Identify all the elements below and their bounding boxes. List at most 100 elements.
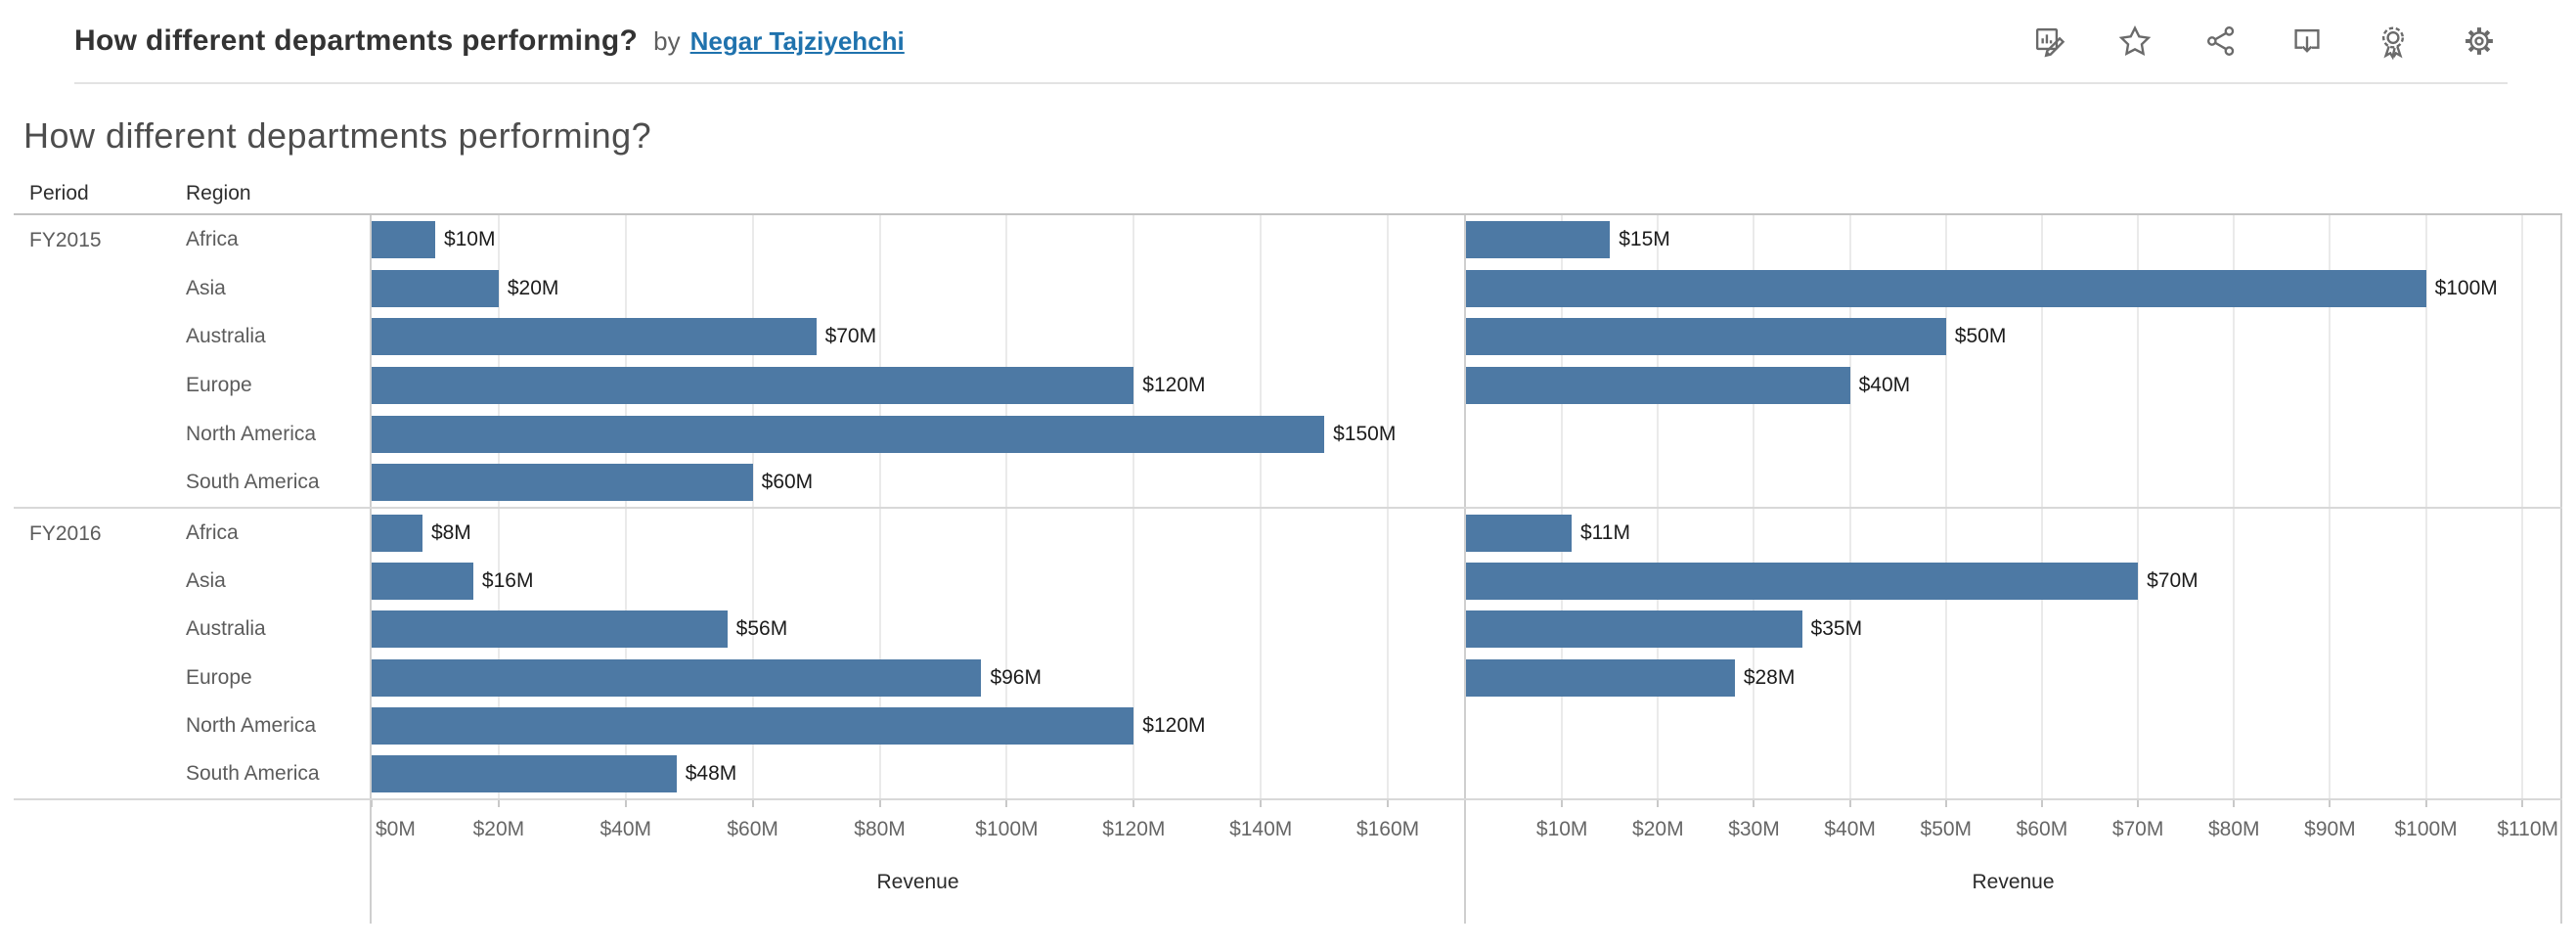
bar-row	[1466, 750, 2560, 798]
revenue-bar[interactable]	[372, 706, 1134, 745]
bar-row: $10M	[372, 215, 1464, 264]
download-button[interactable]	[2288, 22, 2326, 61]
region-label[interactable]: North America	[186, 422, 317, 445]
edit-viz-button[interactable]	[2030, 22, 2067, 61]
favorite-star-icon	[2116, 23, 2154, 60]
gridline	[1753, 215, 1755, 507]
award-button[interactable]	[2375, 22, 2412, 61]
axis-tick-label: $10M	[1535, 818, 1588, 840]
tick-mark	[1260, 800, 1263, 807]
revenue-bar[interactable]	[372, 366, 1134, 404]
tick-mark	[1753, 800, 1755, 807]
axis-row: $0M $20M $40M $60M $80M $100M $120M $140M $160M R…	[14, 798, 2562, 924]
bar-row: $48M	[372, 750, 1464, 798]
region-label[interactable]: Africa	[186, 520, 239, 544]
axis-tick-label: $140M	[1229, 818, 1293, 840]
revenue-bar[interactable]	[372, 415, 1325, 453]
region-label[interactable]: Australia	[186, 325, 266, 348]
gridline	[1848, 215, 1851, 507]
region-label[interactable]: Australia	[186, 617, 266, 641]
tick-mark	[371, 800, 373, 807]
bar-value-label: $28M	[1743, 665, 1796, 689]
download-icon	[2288, 23, 2326, 60]
region-label[interactable]: South America	[186, 762, 320, 786]
gridline	[1260, 215, 1263, 507]
revenue-bar[interactable]	[1466, 318, 1946, 356]
gridline	[1260, 509, 1263, 798]
bar-value-label: $120M	[1142, 713, 1206, 737]
gridline	[1848, 509, 1851, 798]
revenue-bar[interactable]	[372, 464, 753, 502]
region-labels: Africa Asia Australia Europe North America So…	[186, 215, 370, 507]
gridline	[1133, 509, 1135, 798]
period-label[interactable]: FY2015	[29, 229, 102, 251]
region-label[interactable]: North America	[186, 713, 317, 737]
bar-value-label: $150M	[1333, 422, 1397, 445]
bar-row: $40M	[1466, 361, 2560, 410]
revenue-bar[interactable]	[1466, 658, 1735, 697]
bar-row	[1466, 458, 2560, 507]
revenue-bar[interactable]	[372, 658, 982, 697]
period-label[interactable]: FY2016	[29, 522, 102, 545]
viz-toolbar	[2030, 22, 2498, 61]
region-label[interactable]: Europe	[186, 665, 252, 689]
share-button[interactable]	[2202, 22, 2240, 61]
gridline	[1657, 509, 1660, 798]
tick-mark	[2137, 800, 2140, 807]
gridline	[1657, 215, 1660, 507]
revenue-bar[interactable]	[372, 562, 473, 600]
bar-row: $28M	[1466, 654, 2560, 701]
tick-mark	[2520, 800, 2523, 807]
gridline	[1561, 509, 1564, 798]
revenue-bar[interactable]	[1466, 562, 2139, 600]
revenue-bar[interactable]	[372, 318, 817, 356]
gridline	[2040, 509, 2043, 798]
tick-mark	[2424, 800, 2427, 807]
gridline	[878, 509, 881, 798]
revenue-bar[interactable]	[372, 755, 677, 793]
axis-tick-label: $110M	[2497, 818, 2558, 840]
axis-tick-label: $90M	[2304, 818, 2356, 840]
region-label[interactable]: Asia	[186, 276, 226, 299]
author-link[interactable]: Negar Tajziyehchi	[689, 25, 905, 56]
revenue-bar[interactable]	[372, 610, 728, 649]
revenue-bar[interactable]	[372, 514, 422, 552]
settings-button[interactable]	[2461, 22, 2498, 61]
tick-mark	[1657, 800, 1660, 807]
axis-tick-label: $40M	[1824, 818, 1876, 840]
axis-right: $10M $20M $30M $40M $50M $60M $70M $80M $90M $100…	[1464, 800, 2562, 924]
bar-value-label: $35M	[1810, 617, 1863, 641]
region-label[interactable]: South America	[186, 471, 320, 494]
gridline	[1005, 215, 1008, 507]
revenue-bar[interactable]	[1466, 269, 2426, 307]
period-column-header: Period	[29, 182, 89, 204]
region-label[interactable]: Africa	[186, 227, 239, 250]
axis-tick-label: $30M	[1728, 818, 1780, 840]
favorite-button[interactable]	[2116, 22, 2154, 61]
axis-tick-label: $40M	[600, 818, 652, 840]
gridline	[878, 215, 881, 507]
revenue-bar[interactable]	[372, 269, 499, 307]
revenue-bar[interactable]	[1466, 610, 1802, 649]
axis-tick-label: $70M	[2111, 818, 2164, 840]
gridline	[2424, 509, 2427, 798]
axis-tick-label: $80M	[2207, 818, 2260, 840]
region-label[interactable]: Asia	[186, 568, 226, 592]
period-band-fy2015: FY2015 Africa Asia Australia Europe North Ame…	[14, 215, 2562, 507]
gridline	[1005, 509, 1008, 798]
tick-mark	[2040, 800, 2043, 807]
column-headers: Period Region	[14, 178, 2562, 215]
bar-row: $20M	[372, 264, 1464, 313]
viz-body: FY2015 Africa Asia Australia Europe North Ame…	[14, 215, 2562, 798]
bar-row	[1466, 410, 2560, 459]
revenue-bar[interactable]	[1466, 366, 1850, 404]
bar-value-label: $10M	[443, 227, 496, 250]
region-label[interactable]: Europe	[186, 373, 252, 396]
revenue-bar[interactable]	[1466, 514, 1572, 552]
bar-row: $120M	[372, 361, 1464, 410]
revenue-bar[interactable]	[372, 220, 435, 258]
bar-row: $150M	[372, 410, 1464, 459]
bar-row: $100M	[1466, 264, 2560, 313]
gridline	[2329, 509, 2332, 798]
revenue-bar[interactable]	[1466, 220, 1611, 258]
